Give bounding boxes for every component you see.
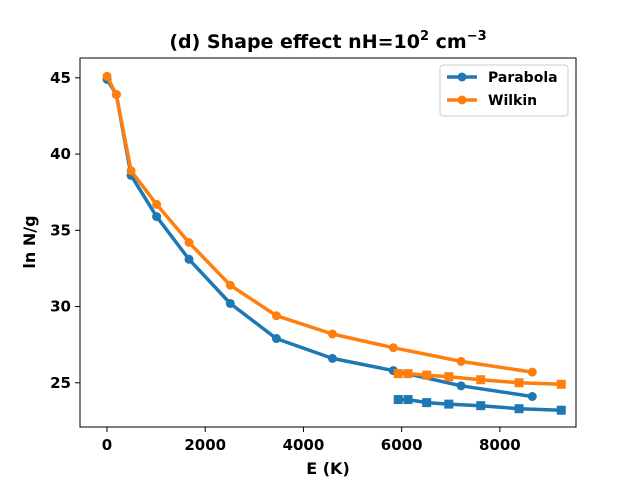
y-tick-label: 30 — [50, 298, 71, 316]
wilkin-point — [527, 367, 537, 377]
series-2-point — [514, 404, 524, 414]
legend: Parabola Wilkin — [439, 64, 569, 117]
legend-wilkin-label: Wilkin — [488, 93, 537, 109]
x-tick-label: 2000 — [184, 436, 226, 454]
series-3-point — [556, 379, 566, 389]
series-2-point — [393, 395, 403, 405]
wilkin-point — [126, 166, 136, 176]
title-unit-superscript: −3 — [467, 29, 487, 44]
wilkin-point — [456, 356, 466, 366]
wilkin-point — [327, 329, 337, 339]
series-3-point — [444, 372, 454, 382]
parabola-point — [327, 353, 337, 363]
title-superscript: 2 — [420, 29, 429, 44]
plot-area — [102, 71, 566, 415]
series-3-point — [393, 369, 403, 379]
parabola-point — [271, 334, 281, 344]
wilkin-point — [225, 280, 235, 290]
chart-title: (d) Shape effect nH=102 cm−3 — [169, 29, 486, 53]
series-2-point — [476, 401, 486, 411]
series-3-point — [403, 369, 413, 379]
y-tick-label: 40 — [50, 145, 71, 163]
x-tick-label: 0 — [102, 436, 112, 454]
series-2-point — [556, 405, 566, 415]
x-axis: 0 2000 4000 6000 8000 — [102, 427, 521, 454]
series-2-point — [444, 399, 454, 409]
x-tick-label: 6000 — [381, 436, 423, 454]
legend-wilkin-marker — [457, 95, 467, 105]
wilkin-point — [271, 311, 281, 321]
wilkin-point — [111, 90, 121, 100]
x-tick-label: 8000 — [479, 436, 521, 454]
parabola-point — [456, 381, 466, 391]
axes-frame — [79, 57, 577, 428]
legend-parabola-marker — [457, 72, 467, 82]
wilkin-point — [152, 199, 162, 209]
y-tick-label: 35 — [50, 221, 71, 239]
wilkin-point — [388, 343, 398, 353]
x-tick-label: 4000 — [283, 436, 325, 454]
legend-parabola-label: Parabola — [488, 70, 558, 86]
y-axis: 25 30 35 40 45 — [50, 69, 80, 392]
y-tick-label: 25 — [50, 374, 71, 392]
parabola-point — [184, 254, 194, 264]
parabola-point — [527, 392, 537, 402]
series-3-point — [476, 375, 486, 385]
x-axis-label: E (K) — [306, 459, 350, 478]
series-3-point — [514, 378, 524, 388]
parabola-point — [225, 298, 235, 308]
wilkin-point — [102, 71, 112, 81]
series-2-point — [422, 398, 432, 408]
y-axis-label: ln N/g — [20, 215, 39, 268]
series-3-point — [422, 370, 432, 380]
wilkin-point — [184, 238, 194, 247]
parabola-point — [152, 212, 162, 222]
y-tick-label: 45 — [50, 69, 71, 87]
title-unit: cm — [436, 31, 467, 53]
series-2-point — [403, 395, 413, 405]
